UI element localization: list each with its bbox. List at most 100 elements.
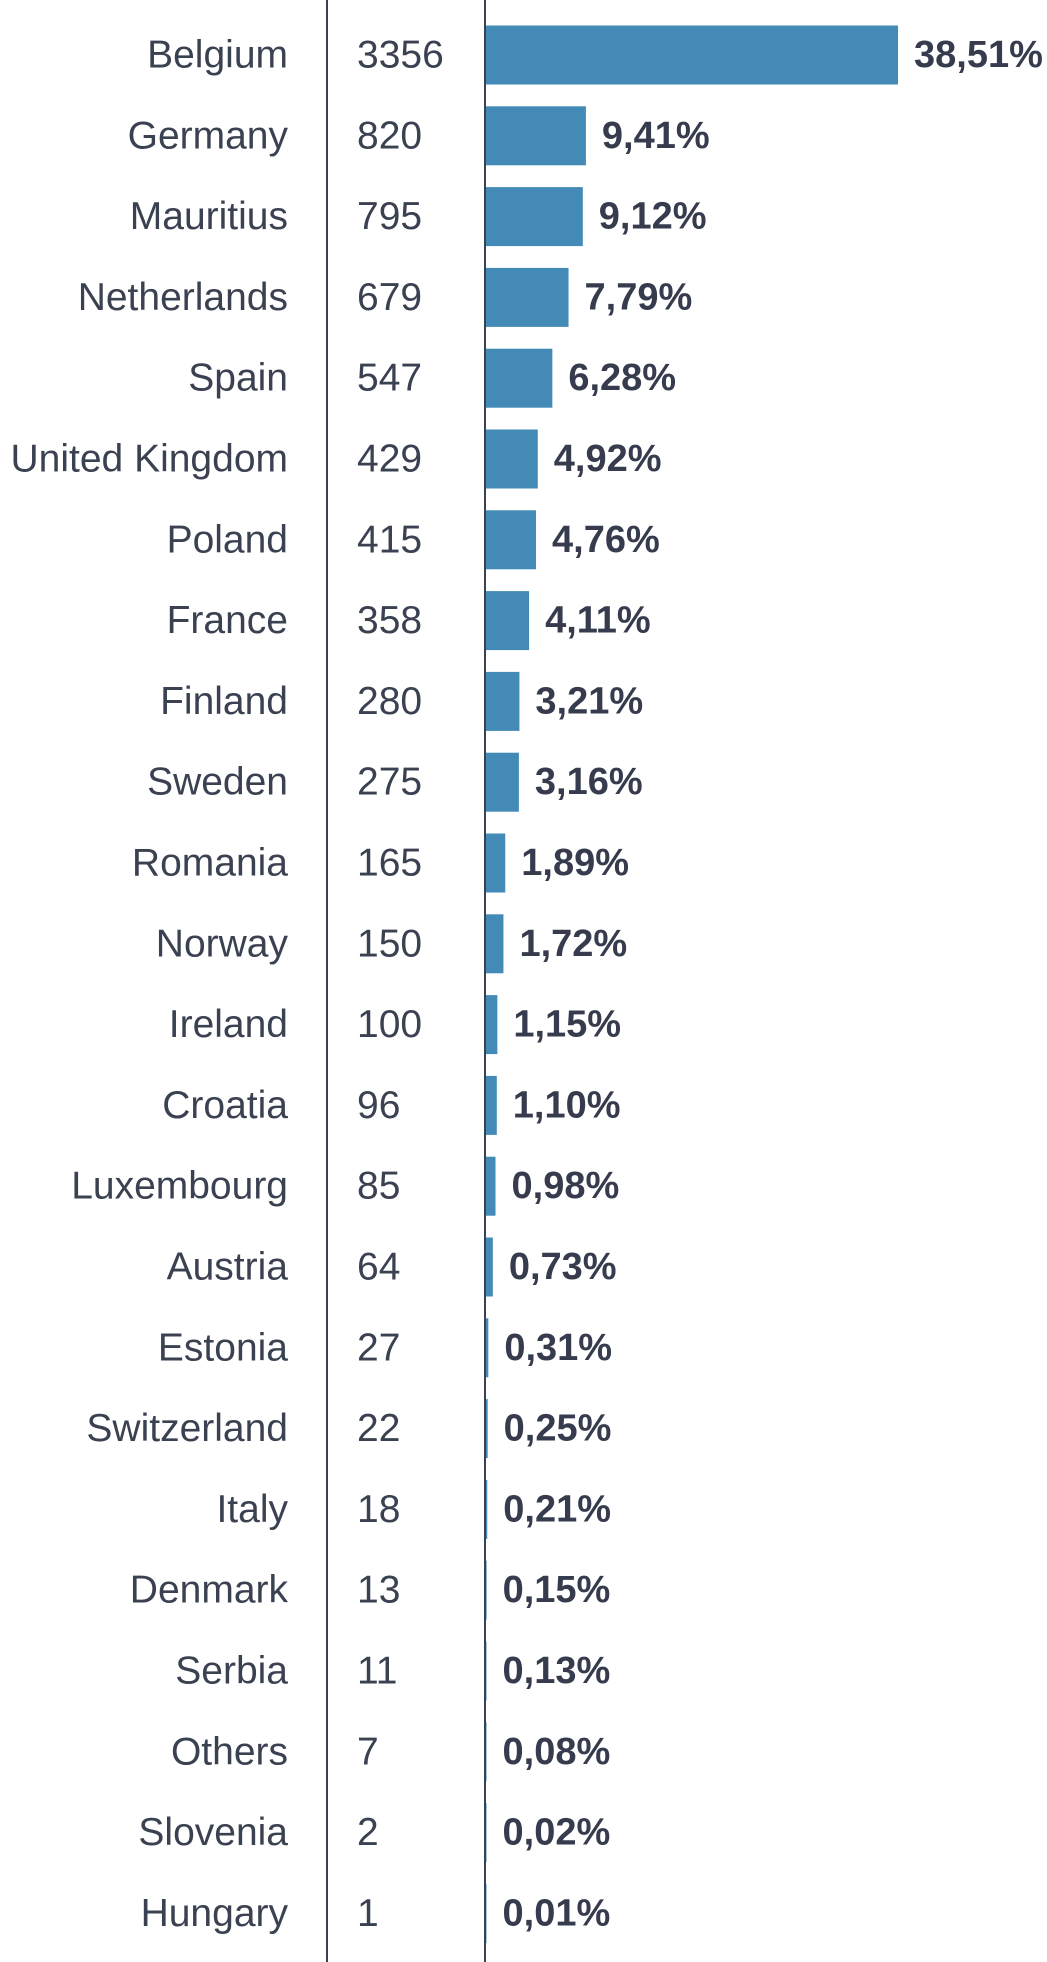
chart-row-finland: Finland 280 3,21% <box>160 671 643 731</box>
category-label-mauritius: Mauritius <box>130 195 288 238</box>
count-label-finland: 280 <box>357 680 422 723</box>
value-label-serbia: 0,13% <box>503 1650 611 1692</box>
chart-row-romania: Romania 165 1,89% <box>132 833 629 893</box>
chart-row-others: Others 7 0,08% <box>171 1722 611 1782</box>
chart-row-united-kingdom: United Kingdom 429 4,92% <box>11 429 662 489</box>
count-label-ireland: 100 <box>357 1003 422 1046</box>
chart-row-france: France 358 4,11% <box>167 591 651 651</box>
count-label-romania: 165 <box>357 842 422 885</box>
category-label-netherlands: Netherlands <box>78 276 288 319</box>
category-label-slovenia: Slovenia <box>138 1811 288 1854</box>
category-label-austria: Austria <box>167 1246 289 1289</box>
count-label-serbia: 11 <box>357 1650 398 1693</box>
category-label-hungary: Hungary <box>141 1892 289 1935</box>
value-label-netherlands: 7,79% <box>585 276 693 318</box>
count-label-estonia: 27 <box>357 1326 400 1369</box>
chart-rows: Belgium 3356 38,51% Germany 820 9,41% Mauritiu… <box>11 25 1043 1943</box>
count-label-denmark: 13 <box>357 1569 400 1612</box>
chart-row-estonia: Estonia 27 0,31% <box>158 1318 612 1378</box>
bar-ireland <box>485 995 498 1055</box>
count-label-hungary: 1 <box>357 1892 379 1935</box>
chart-row-hungary: Hungary 1 0,01% <box>141 1883 611 1943</box>
count-label-united-kingdom: 429 <box>357 438 422 481</box>
category-label-sweden: Sweden <box>147 761 288 804</box>
category-label-serbia: Serbia <box>175 1650 288 1693</box>
chart-row-poland: Poland 415 4,76% <box>167 510 660 570</box>
value-label-denmark: 0,15% <box>503 1569 611 1611</box>
value-label-mauritius: 9,12% <box>599 196 707 238</box>
value-label-norway: 1,72% <box>519 923 627 965</box>
value-label-italy: 0,21% <box>503 1488 611 1530</box>
count-label-croatia: 96 <box>357 1084 400 1127</box>
category-label-switzerland: Switzerland <box>86 1407 288 1450</box>
category-label-croatia: Croatia <box>162 1084 288 1127</box>
value-label-croatia: 1,10% <box>513 1084 621 1126</box>
bar-mauritius <box>485 187 583 247</box>
count-label-poland: 415 <box>357 518 422 561</box>
count-label-spain: 547 <box>357 357 422 400</box>
bar-romania <box>485 833 506 893</box>
chart-row-slovenia: Slovenia 2 0,02% <box>138 1803 611 1863</box>
bar-spain <box>485 348 553 408</box>
bar-belgium <box>485 25 898 85</box>
count-label-mauritius: 795 <box>357 195 422 238</box>
chart-row-sweden: Sweden 275 3,16% <box>147 752 643 812</box>
value-label-united-kingdom: 4,92% <box>554 438 662 480</box>
chart-row-croatia: Croatia 96 1,10% <box>162 1075 621 1135</box>
bar-germany <box>485 106 586 166</box>
value-label-estonia: 0,31% <box>504 1327 612 1369</box>
chart-row-ireland: Ireland 100 1,15% <box>169 995 621 1055</box>
bar-switzerland <box>485 1399 488 1459</box>
count-label-switzerland: 22 <box>357 1407 400 1450</box>
category-label-france: France <box>167 599 288 642</box>
bar-poland <box>485 510 537 570</box>
chart-row-belgium: Belgium 3356 38,51% <box>147 25 1043 85</box>
chart-row-denmark: Denmark 13 0,15% <box>130 1560 611 1620</box>
bar-finland <box>485 671 520 731</box>
bar-italy <box>485 1479 488 1539</box>
value-label-slovenia: 0,02% <box>503 1812 611 1854</box>
chart-row-austria: Austria 64 0,73% <box>167 1237 617 1297</box>
category-label-romania: Romania <box>132 842 288 885</box>
chart-row-switzerland: Switzerland 22 0,25% <box>86 1399 612 1459</box>
count-label-austria: 64 <box>357 1246 400 1289</box>
category-label-united-kingdom: United Kingdom <box>11 438 289 481</box>
category-label-poland: Poland <box>167 518 288 561</box>
count-label-netherlands: 679 <box>357 276 422 319</box>
chart-row-netherlands: Netherlands 679 7,79% <box>78 267 693 327</box>
chart-row-spain: Spain 547 6,28% <box>188 348 676 408</box>
value-label-hungary: 0,01% <box>503 1892 611 1934</box>
bar-netherlands <box>485 267 569 327</box>
count-label-belgium: 3356 <box>357 34 444 77</box>
category-label-norway: Norway <box>156 922 289 965</box>
category-label-luxembourg: Luxembourg <box>71 1165 288 1208</box>
count-label-others: 7 <box>357 1730 379 1773</box>
category-label-spain: Spain <box>188 357 288 400</box>
category-label-estonia: Estonia <box>158 1326 288 1369</box>
bar-united-kingdom <box>485 429 538 489</box>
value-label-switzerland: 0,25% <box>504 1408 612 1450</box>
chart-row-mauritius: Mauritius 795 9,12% <box>130 187 707 247</box>
value-label-others: 0,08% <box>503 1731 611 1773</box>
bar-luxembourg <box>485 1156 496 1216</box>
bar-france <box>485 591 530 651</box>
chart-row-norway: Norway 150 1,72% <box>156 914 627 974</box>
value-label-germany: 9,41% <box>602 115 710 157</box>
category-label-ireland: Ireland <box>169 1003 288 1046</box>
bar-croatia <box>485 1075 497 1135</box>
value-label-spain: 6,28% <box>568 357 676 399</box>
chart-row-luxembourg: Luxembourg 85 0,98% <box>71 1156 619 1216</box>
value-label-belgium: 38,51% <box>914 34 1043 76</box>
value-label-france: 4,11% <box>545 600 651 642</box>
bar-austria <box>485 1237 493 1297</box>
bar-sweden <box>485 752 519 812</box>
category-label-belgium: Belgium <box>147 34 288 77</box>
chart-row-serbia: Serbia 11 0,13% <box>175 1641 611 1701</box>
value-label-poland: 4,76% <box>552 519 660 561</box>
value-label-sweden: 3,16% <box>535 761 643 803</box>
count-label-germany: 820 <box>357 114 422 157</box>
count-label-sweden: 275 <box>357 761 422 804</box>
bar-estonia <box>485 1318 489 1378</box>
value-label-austria: 0,73% <box>509 1246 617 1288</box>
count-label-luxembourg: 85 <box>357 1165 400 1208</box>
